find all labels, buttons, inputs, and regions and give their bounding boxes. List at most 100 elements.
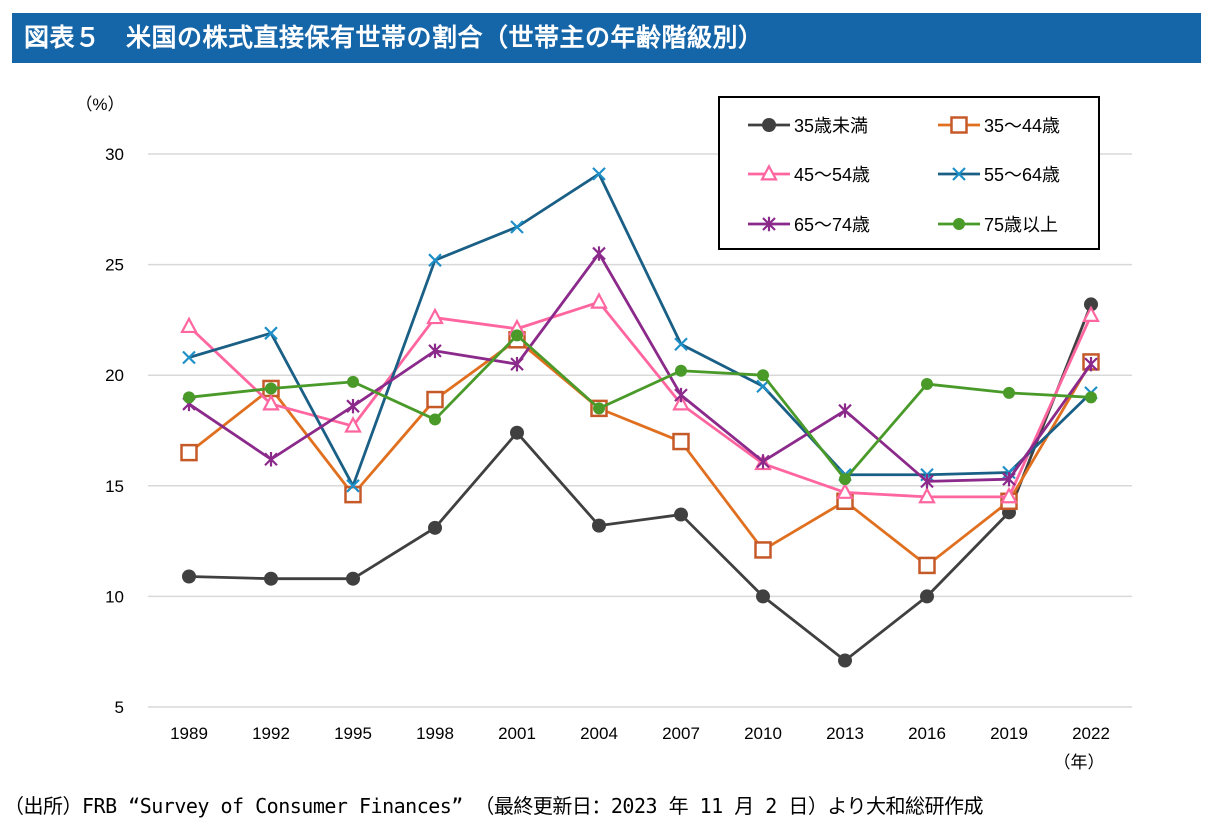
series-line bbox=[188, 300, 1093, 499]
data-point bbox=[756, 454, 770, 469]
series-line bbox=[188, 333, 1092, 481]
data-point bbox=[429, 413, 441, 426]
source-note: （出所）FRB “Survey of Consumer Finances” （最… bbox=[4, 794, 984, 818]
y-tick-label: 5 bbox=[115, 698, 124, 717]
data-point bbox=[347, 375, 359, 388]
series-line bbox=[188, 252, 1093, 483]
data-point bbox=[264, 571, 278, 586]
data-point bbox=[428, 253, 442, 267]
data-point bbox=[346, 571, 360, 586]
legend-marker bbox=[760, 163, 778, 181]
data-point bbox=[920, 474, 934, 489]
data-point bbox=[428, 343, 442, 359]
data-point bbox=[344, 416, 362, 433]
series-5 bbox=[182, 246, 1098, 489]
data-point bbox=[756, 589, 770, 604]
x-tick-label: 1992 bbox=[252, 724, 290, 743]
legend: 35歳未満 35〜44歳 45〜54歳 55〜64歳 65〜74歳 75歳以上 bbox=[718, 96, 1100, 250]
data-point bbox=[180, 443, 198, 462]
y-tick-label: 25 bbox=[105, 256, 124, 275]
data-point bbox=[346, 398, 360, 414]
x-axis-unit-label: （年） bbox=[1054, 753, 1105, 772]
data-point bbox=[428, 520, 442, 535]
data-point bbox=[265, 382, 277, 395]
data-point bbox=[674, 337, 688, 352]
data-point bbox=[674, 507, 688, 522]
data-point bbox=[754, 541, 772, 559]
x-tick-label: 2001 bbox=[498, 724, 536, 743]
legend-item: 65〜74歳 bbox=[748, 215, 870, 235]
series-1 bbox=[182, 297, 1098, 668]
data-point bbox=[426, 307, 444, 325]
legend-marker bbox=[952, 167, 966, 181]
data-point bbox=[426, 390, 444, 409]
data-point bbox=[1002, 471, 1016, 487]
data-point bbox=[511, 329, 523, 342]
series-line bbox=[188, 338, 1093, 567]
y-tick-label: 20 bbox=[105, 366, 124, 385]
x-tick-label: 2013 bbox=[826, 724, 864, 743]
data-point bbox=[182, 350, 196, 365]
legend-item: 35歳未満 bbox=[748, 116, 868, 136]
data-point bbox=[672, 432, 690, 451]
data-point bbox=[590, 292, 608, 309]
data-point bbox=[264, 326, 278, 340]
data-point bbox=[918, 486, 936, 504]
data-point bbox=[836, 482, 854, 499]
data-point bbox=[757, 369, 769, 382]
data-point bbox=[510, 425, 524, 440]
x-tick-label: 2022 bbox=[1072, 724, 1110, 743]
legend-label: 75歳以上 bbox=[984, 215, 1058, 235]
line-chart: 30 25 20 15 10 5 （%） 1989 1992 1995 1998 2001 2004 20… bbox=[75, 95, 1132, 772]
legend-marker bbox=[762, 118, 776, 132]
x-tick-label: 2004 bbox=[580, 724, 618, 743]
legend-marker bbox=[953, 218, 965, 230]
data-point bbox=[344, 485, 362, 504]
data-point bbox=[346, 479, 360, 493]
data-point bbox=[262, 393, 280, 411]
series-6 bbox=[183, 329, 1097, 486]
x-tick-label: 2016 bbox=[908, 724, 946, 743]
data-point bbox=[838, 403, 852, 418]
data-point bbox=[264, 452, 278, 467]
data-point bbox=[510, 220, 524, 234]
legend-label: 55〜64歳 bbox=[984, 165, 1060, 185]
data-point bbox=[180, 316, 198, 334]
data-point bbox=[183, 391, 195, 404]
y-tick-label: 30 bbox=[105, 145, 124, 164]
x-tick-label: 1995 bbox=[334, 724, 372, 743]
data-point bbox=[839, 473, 851, 486]
data-point bbox=[1000, 486, 1018, 504]
x-tick-label: 1989 bbox=[170, 724, 208, 743]
y-axis-unit-label: （%） bbox=[75, 95, 124, 114]
data-point bbox=[920, 589, 934, 604]
series-3 bbox=[180, 292, 1100, 504]
data-point bbox=[674, 387, 688, 403]
series-line bbox=[188, 303, 1093, 662]
legend-label: 35歳未満 bbox=[794, 116, 868, 136]
legend-marker bbox=[762, 216, 776, 232]
data-point bbox=[1084, 356, 1098, 372]
x-tick-label: 2019 bbox=[990, 724, 1028, 743]
x-tick-label: 1998 bbox=[416, 724, 454, 743]
legend-marker bbox=[950, 116, 968, 134]
chart-title: 図表５ 米国の株式直接保有世帯の割合（世帯主の年齢階級別） bbox=[12, 13, 1201, 63]
data-point bbox=[838, 653, 852, 668]
legend-item: 35〜44歳 bbox=[938, 116, 1060, 136]
data-point bbox=[510, 356, 524, 372]
legend-label: 35〜44歳 bbox=[984, 116, 1060, 136]
legend-item: 75歳以上 bbox=[938, 215, 1058, 235]
data-point bbox=[1003, 386, 1015, 399]
data-point bbox=[675, 364, 687, 377]
y-tick-label: 10 bbox=[105, 587, 124, 606]
data-point bbox=[1084, 297, 1098, 312]
legend-label: 65〜74歳 bbox=[794, 215, 870, 235]
data-point bbox=[918, 556, 936, 575]
data-point bbox=[592, 167, 606, 181]
series-line bbox=[188, 172, 1092, 488]
data-point bbox=[921, 378, 933, 391]
data-point bbox=[1082, 305, 1100, 322]
x-tick-label: 2007 bbox=[662, 724, 700, 743]
data-point bbox=[182, 569, 196, 584]
data-point bbox=[593, 402, 605, 415]
